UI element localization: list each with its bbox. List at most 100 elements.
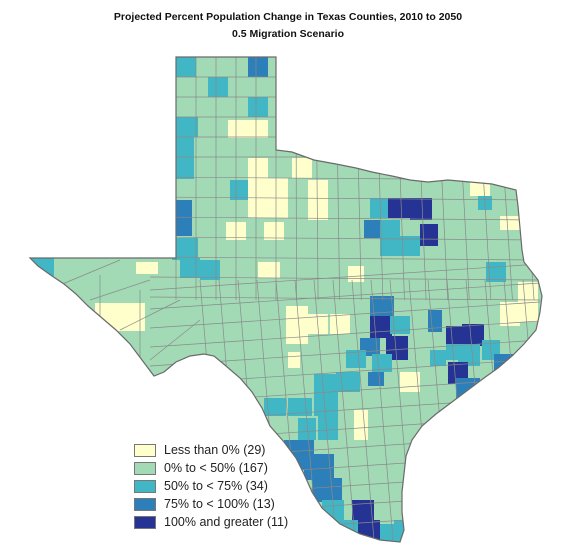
county [312, 478, 342, 502]
county [172, 238, 198, 260]
county-border [149, 276, 541, 281]
legend-item: Less than 0% (29) [134, 443, 334, 460]
county [400, 236, 420, 256]
county [248, 120, 268, 138]
county [330, 314, 350, 334]
county [394, 520, 408, 540]
county [380, 220, 400, 238]
county [248, 158, 268, 178]
county-border [535, 57, 542, 301]
county [308, 180, 328, 200]
county [370, 316, 392, 338]
legend-item: 50% to < 75% (34) [134, 479, 334, 496]
map-title: Projected Percent Population Change in T… [113, 11, 463, 23]
county [264, 222, 284, 240]
county [286, 326, 308, 344]
map-subtitle: 0.5 Migration Scenario [231, 28, 345, 40]
county-border [351, 279, 375, 541]
county [518, 282, 538, 322]
legend-label: 75% to < 100% (13) [164, 497, 275, 511]
county-border [313, 279, 337, 541]
county [30, 258, 54, 276]
county [248, 198, 268, 218]
county [248, 97, 268, 117]
county [180, 258, 200, 278]
county [228, 120, 248, 138]
county [354, 410, 368, 440]
county [248, 57, 268, 77]
county [348, 266, 364, 282]
county [172, 200, 192, 236]
legend-swatch [134, 516, 156, 529]
county [364, 220, 382, 238]
county [298, 418, 316, 440]
county [268, 198, 288, 218]
county [264, 398, 286, 416]
county [370, 198, 388, 218]
legend-label: Less than 0% (29) [164, 443, 266, 457]
legend-swatch [134, 444, 156, 457]
county [208, 77, 228, 97]
county [352, 500, 374, 522]
county [292, 158, 312, 178]
legend-label: 50% to < 75% (34) [164, 479, 268, 493]
county [346, 350, 366, 368]
legend-swatch [134, 462, 156, 475]
county [390, 316, 410, 334]
county-border [149, 236, 541, 241]
county-border [149, 263, 541, 291]
county [314, 374, 338, 396]
county [176, 157, 194, 179]
county [470, 180, 490, 196]
legend-item: 75% to < 100% (13) [134, 497, 334, 514]
county-border [149, 282, 541, 310]
county [446, 326, 462, 344]
county [258, 262, 280, 278]
county [500, 216, 520, 230]
county [268, 178, 288, 198]
county [95, 303, 145, 331]
legend-label: 100% and greater (11) [164, 515, 289, 529]
county [458, 344, 480, 366]
county [430, 350, 446, 366]
county-border [149, 256, 541, 261]
county [200, 260, 220, 280]
legend-swatch [134, 480, 156, 493]
county [176, 137, 194, 157]
county-border [149, 301, 541, 329]
county-border [149, 196, 541, 201]
county [248, 178, 268, 198]
county-border [119, 299, 181, 331]
county [230, 180, 250, 200]
county [368, 372, 384, 386]
county [420, 224, 438, 246]
county [318, 416, 338, 440]
county-border [370, 279, 394, 541]
county [286, 306, 308, 326]
county [176, 57, 196, 77]
county-border [59, 259, 121, 286]
legend-item: 100% and greater (11) [134, 515, 334, 532]
county [314, 396, 338, 416]
county [462, 324, 484, 346]
county-border [149, 216, 541, 221]
county [388, 198, 410, 218]
county [288, 352, 300, 368]
county-border [149, 320, 541, 348]
county [336, 372, 360, 392]
legend-swatch [134, 498, 156, 511]
county [176, 117, 198, 137]
county [372, 354, 392, 372]
legend-label: 0% to < 50% (167) [164, 461, 268, 475]
legend-item: 0% to < 50% (167) [134, 461, 334, 478]
county [380, 236, 400, 256]
county [136, 262, 158, 274]
county [308, 200, 328, 220]
county [428, 310, 442, 332]
county-border [149, 319, 201, 361]
county [370, 296, 394, 316]
county-border [149, 296, 541, 301]
county [410, 198, 432, 220]
county [500, 302, 520, 326]
